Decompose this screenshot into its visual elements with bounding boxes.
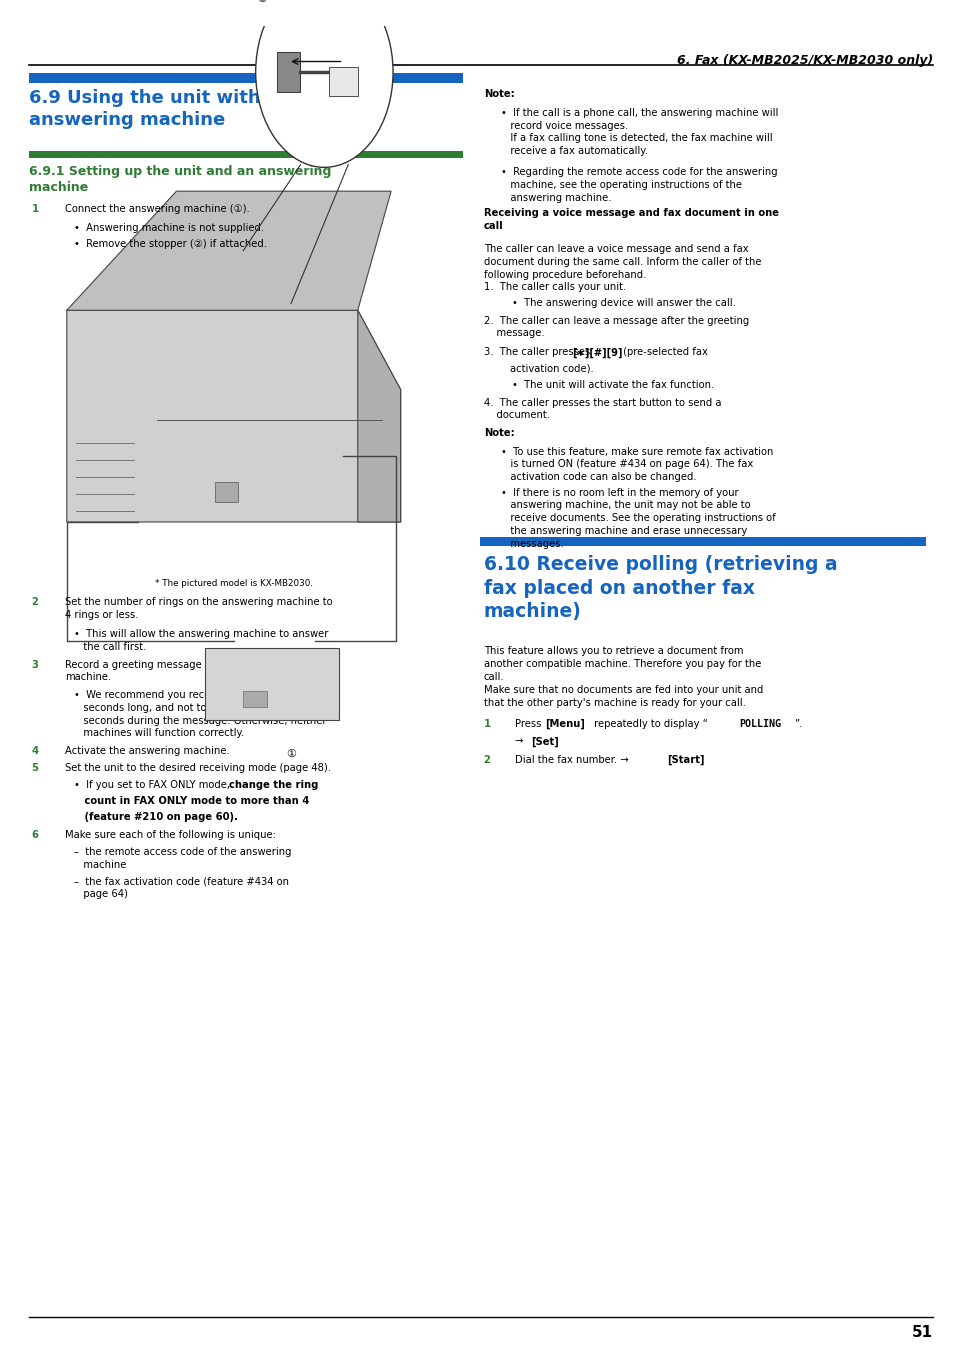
Text: Note:: Note: [483, 89, 514, 100]
Text: 1.  The caller calls your unit.: 1. The caller calls your unit. [483, 282, 625, 293]
Text: 2: 2 [31, 598, 38, 607]
Text: Record a greeting message on the answering
machine.: Record a greeting message on the answeri… [65, 660, 292, 683]
Bar [214, 483, 238, 502]
Text: This feature allows you to retrieve a document from
another compatible machine. : This feature allows you to retrieve a do… [483, 646, 762, 708]
Polygon shape [67, 192, 391, 310]
Text: 2: 2 [483, 755, 490, 765]
Text: change the ring: change the ring [229, 780, 318, 791]
Text: –  the fax activation code (feature #434 on
   page 64): – the fax activation code (feature #434 … [74, 877, 289, 900]
Text: ①: ① [286, 749, 295, 758]
Text: 6. Fax (KX-MB2025/KX-MB2030 only): 6. Fax (KX-MB2025/KX-MB2030 only) [676, 54, 932, 66]
Bar [29, 73, 462, 82]
Text: •  Regarding the remote access code for the answering
   machine, see the operat: • Regarding the remote access code for t… [500, 167, 777, 202]
Bar [29, 151, 462, 158]
Text: ②: ② [257, 0, 267, 4]
Text: Press: Press [515, 719, 544, 730]
Text: •  The unit will activate the fax function.: • The unit will activate the fax functio… [512, 380, 714, 390]
Text: •  If there is no room left in the memory of your
   answering machine, the unit: • If there is no room left in the memory… [500, 487, 775, 549]
Text: [∗][#][9]: [∗][#][9] [572, 347, 622, 357]
Text: (pre-selected fax: (pre-selected fax [619, 347, 707, 357]
Bar [479, 537, 925, 546]
Text: 2.  The caller can leave a message after the greeting
    message.: 2. The caller can leave a message after … [483, 316, 748, 339]
Text: •  If you set to FAX ONLY mode,: • If you set to FAX ONLY mode, [74, 780, 233, 791]
Polygon shape [67, 310, 400, 522]
Text: 1: 1 [31, 205, 38, 214]
Text: Dial the fax number. →: Dial the fax number. → [515, 755, 632, 765]
Text: •  Remove the stopper (②) if attached.: • Remove the stopper (②) if attached. [74, 239, 267, 248]
Text: [Set]: [Set] [531, 737, 558, 746]
Text: 51: 51 [911, 1325, 932, 1340]
Text: ”.: ”. [793, 719, 801, 730]
Text: activation code).: activation code). [510, 363, 594, 374]
Bar [205, 648, 338, 720]
Text: count in FAX ONLY mode to more than 4: count in FAX ONLY mode to more than 4 [74, 796, 310, 805]
Text: 5: 5 [31, 762, 38, 773]
Text: Note:: Note: [483, 428, 514, 438]
Polygon shape [357, 310, 400, 522]
Bar [329, 67, 357, 96]
Text: 3.  The caller presses: 3. The caller presses [483, 347, 593, 357]
Bar [276, 53, 299, 92]
Text: 6.9.1 Setting up the unit and an answering
machine: 6.9.1 Setting up the unit and an answeri… [29, 165, 331, 194]
Text: POLLING: POLLING [739, 719, 781, 730]
Text: [Menu]: [Menu] [544, 719, 584, 730]
Text: •  This will allow the answering machine to answer
   the call first.: • This will allow the answering machine … [74, 629, 329, 652]
Text: Set the unit to the desired receiving mode (page 48).: Set the unit to the desired receiving mo… [65, 762, 331, 773]
Text: 1: 1 [483, 719, 490, 730]
Text: Activate the answering machine.: Activate the answering machine. [65, 746, 230, 755]
Text: Receiving a voice message and fax document in one
call: Receiving a voice message and fax docume… [483, 208, 778, 231]
Text: •  To use this feature, make sure remote fax activation
   is turned ON (feature: • To use this feature, make sure remote … [500, 447, 773, 482]
Text: –  the remote access code of the answering
   machine: – the remote access code of the answerin… [74, 847, 292, 870]
Text: 4.  The caller presses the start button to send a
    document.: 4. The caller presses the start button t… [483, 398, 720, 421]
Text: 3: 3 [31, 660, 38, 669]
Text: The caller can leave a voice message and send a fax
document during the same cal: The caller can leave a voice message and… [483, 244, 760, 279]
Text: 6: 6 [31, 830, 38, 840]
Text: (feature #210 on page 60).: (feature #210 on page 60). [74, 812, 238, 822]
Circle shape [255, 0, 393, 167]
Text: repeatedly to display “: repeatedly to display “ [590, 719, 706, 730]
Bar [243, 691, 267, 707]
Text: 4: 4 [31, 746, 38, 755]
Text: •  If the call is a phone call, the answering machine will
   record voice messa: • If the call is a phone call, the answe… [500, 108, 778, 156]
Text: •  Answering machine is not supplied.: • Answering machine is not supplied. [74, 223, 264, 233]
Text: •  The answering device will answer the call.: • The answering device will answer the c… [512, 298, 736, 309]
Text: →: → [515, 737, 526, 746]
Text: [Start]: [Start] [666, 755, 703, 765]
Text: 6.10 Receive polling (retrieving a
fax placed on another fax
machine): 6.10 Receive polling (retrieving a fax p… [483, 554, 837, 621]
Text: * The pictured model is KX-MB2030.: * The pictured model is KX-MB2030. [154, 579, 313, 588]
Text: Set the number of rings on the answering machine to
4 rings or less.: Set the number of rings on the answering… [65, 598, 333, 621]
Text: Connect the answering machine (①).: Connect the answering machine (①). [65, 205, 250, 214]
Text: •  We recommend you record a message up to 10
   seconds long, and not to pause : • We recommend you record a message up t… [74, 691, 327, 738]
Text: 6.9 Using the unit with an
answering machine: 6.9 Using the unit with an answering mac… [29, 89, 291, 130]
Text: Make sure each of the following is unique:: Make sure each of the following is uniqu… [65, 830, 275, 840]
